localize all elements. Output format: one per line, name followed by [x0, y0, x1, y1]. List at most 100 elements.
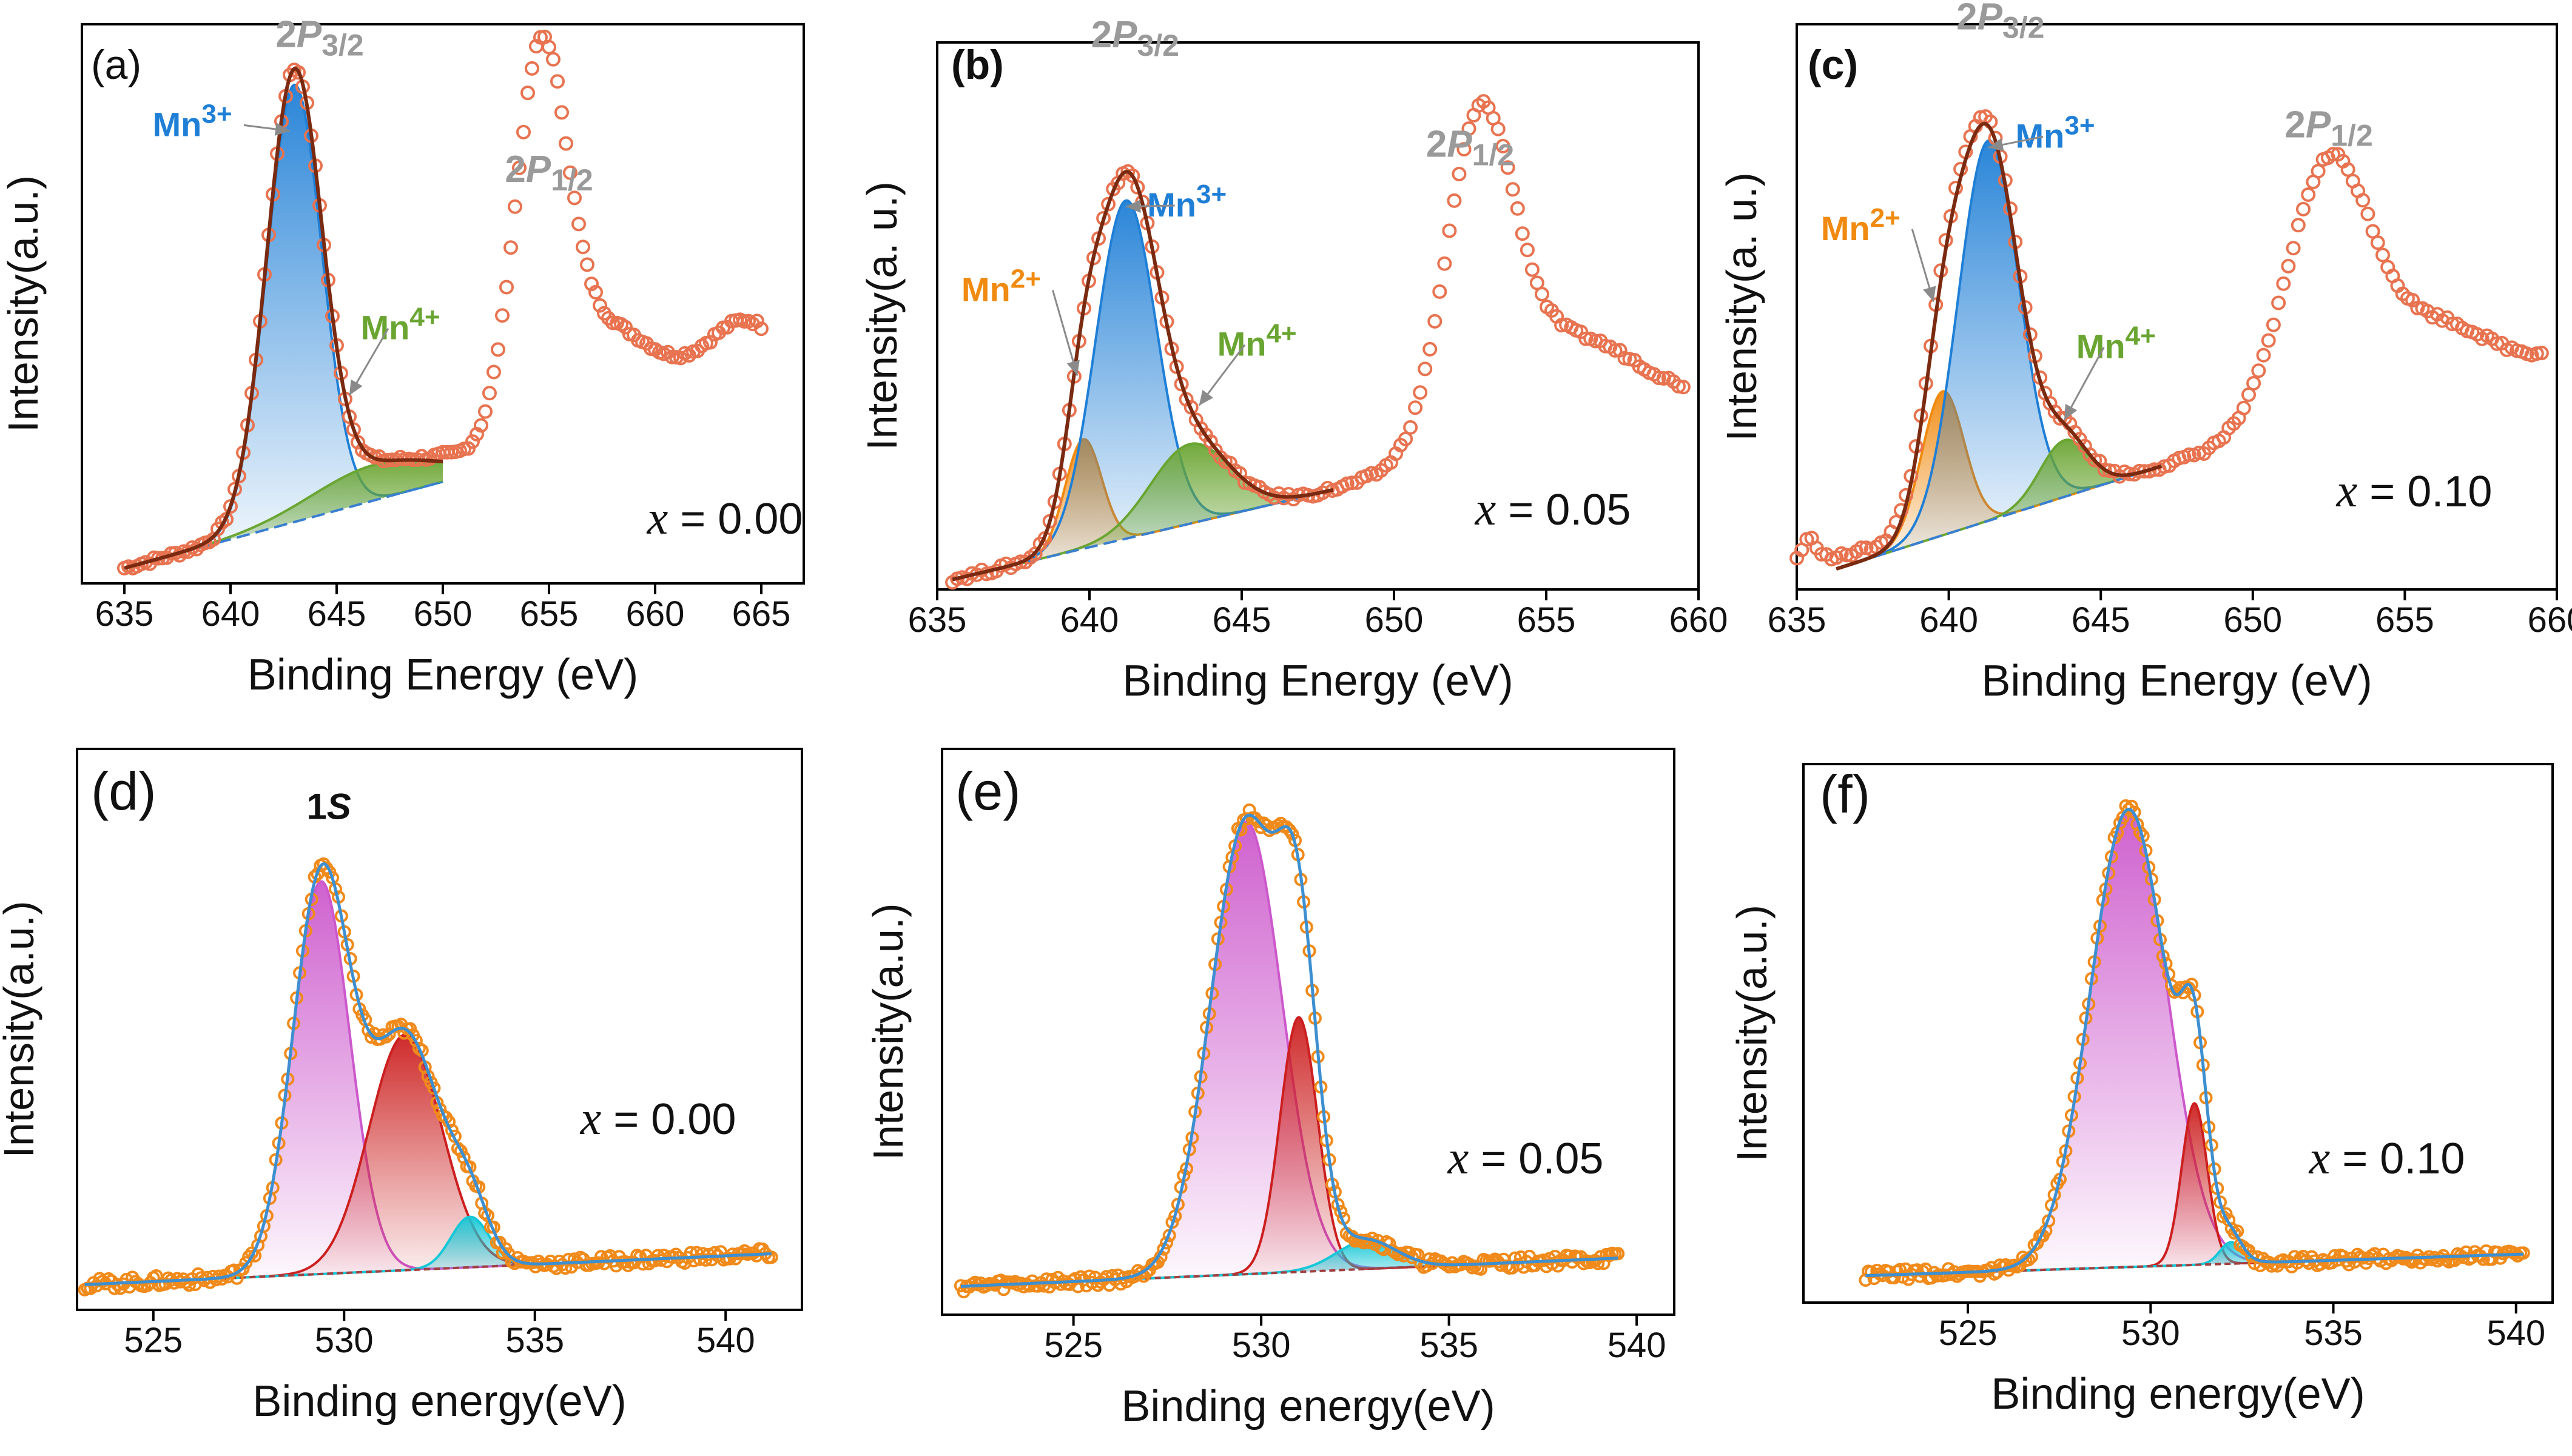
- peak-label-base: 2: [1091, 14, 1112, 56]
- data-point: [1447, 193, 1462, 208]
- composition-value: = 0.00: [601, 1095, 736, 1144]
- x-tick-label: 660: [2528, 600, 2572, 640]
- data-points: [945, 94, 1691, 590]
- data-point: [478, 404, 493, 419]
- data-point: [1413, 385, 1428, 400]
- species-arrow-head: [1199, 389, 1213, 406]
- peak-label-base: 2: [1956, 0, 1977, 38]
- composition-value: = 0.10: [2357, 468, 2492, 516]
- data-point: [495, 308, 510, 323]
- data-point: [2311, 164, 2326, 179]
- composition-label: x = 0.00: [647, 491, 803, 544]
- data-point: [1461, 121, 1476, 136]
- background-line: [1836, 465, 2163, 571]
- species-base: Mn: [1147, 186, 1196, 224]
- peak-label-subscript: 3/2: [2002, 10, 2045, 44]
- peak-label-subscript: 1/2: [551, 163, 593, 197]
- data-point: [1432, 284, 1447, 299]
- data-point: [409, 1034, 423, 1047]
- component-fill-o-adsorbed: [1865, 1103, 2523, 1276]
- species-arrow-head: [1988, 138, 2004, 152]
- x-tick-label: 655: [1517, 600, 1576, 640]
- data-point: [236, 1262, 250, 1276]
- plot-frame: [76, 748, 803, 1311]
- data-point: [1510, 201, 1525, 216]
- data-point: [465, 434, 480, 449]
- composition-value: = 0.10: [2330, 1135, 2465, 1183]
- data-point: [508, 199, 522, 214]
- data-point: [1524, 262, 1540, 277]
- composition-variable: x: [1447, 1131, 1469, 1184]
- data-point: [2281, 258, 2296, 273]
- data-point: [1608, 343, 1623, 358]
- species-label-mn2+: Mn2+: [1821, 203, 1900, 247]
- composition-variable: x: [580, 1092, 602, 1144]
- x-tick-label: 650: [2223, 600, 2282, 640]
- component-fill-mn4+: [1836, 440, 2162, 569]
- x-tick-label: 635: [1768, 600, 1826, 640]
- peak-label-subscript: 1/2: [1472, 138, 1515, 172]
- data-point: [1854, 540, 1869, 555]
- peak-label: 2P3/2: [275, 14, 363, 62]
- composition-label: x = 0.05: [1447, 1131, 1604, 1184]
- data-point: [554, 105, 569, 120]
- data-point: [454, 1144, 468, 1158]
- composition-label: x = 0.10: [2336, 464, 2493, 517]
- x-axis-label: Binding energy(eV): [252, 1377, 626, 1426]
- data-point: [750, 314, 764, 329]
- species-base: Mn: [152, 105, 201, 143]
- peak-label-orbital: P: [1112, 14, 1137, 56]
- x-axis-label: Binding energy(eV): [1991, 1370, 2365, 1418]
- data-point: [1130, 179, 1145, 195]
- envelope-fit-line: [84, 862, 772, 1286]
- data-point: [1515, 226, 1530, 241]
- x-tick-label: 640: [1919, 600, 1978, 640]
- x-tick-label: 535: [505, 1321, 564, 1360]
- species-arrow-head: [1923, 286, 1936, 302]
- data-point: [1442, 223, 1457, 238]
- x-tick-label: 635: [95, 594, 154, 634]
- data-point: [588, 284, 603, 300]
- data-point: [2241, 387, 2256, 402]
- x-tick-label: 655: [2375, 600, 2434, 640]
- data-point: [427, 1081, 441, 1095]
- x-tick-label: 525: [1044, 1326, 1103, 1365]
- data-point: [482, 386, 497, 401]
- plot-frame: [941, 748, 1675, 1316]
- peak-label-base: 1: [306, 787, 326, 827]
- species-arrow-line: [1051, 289, 1079, 376]
- composition-variable: x: [647, 491, 668, 544]
- panel-f: 525 530 535 540 Binding energy(eV) Intensity(…: [1728, 763, 2554, 1418]
- peak-label-subscript: 3/2: [1137, 29, 1179, 62]
- data-point: [2291, 218, 2306, 233]
- data-point: [2340, 162, 2355, 177]
- species-label-mn3+: Mn3+: [2016, 110, 2095, 155]
- data-point: [516, 124, 531, 139]
- data-point: [567, 190, 582, 206]
- panel-e: 525 530 535 540 Binding energy(eV) Intensity(…: [864, 748, 1675, 1431]
- data-point: [2236, 400, 2251, 415]
- panel-label: (d): [91, 761, 157, 821]
- data-point: [550, 74, 565, 89]
- data-point: [708, 1246, 722, 1260]
- data-point: [576, 240, 590, 255]
- x-tick-label: 535: [2304, 1313, 2363, 1353]
- peak-label-orbital: P: [297, 14, 322, 56]
- data-point: [2261, 333, 2276, 348]
- data-point: [120, 1272, 133, 1286]
- y-axis-label: Intensity(a.u.): [0, 175, 47, 432]
- data-point: [1452, 167, 1467, 181]
- data-point: [499, 280, 514, 295]
- data-point: [1535, 287, 1549, 301]
- peak-label: 2P1/2: [505, 149, 593, 197]
- peak-label: 1S: [306, 787, 351, 827]
- component-fill-o-adsorbed: [960, 1017, 1618, 1287]
- data-point: [1394, 1246, 1408, 1260]
- data-point: [474, 418, 488, 433]
- component-fill-o-adsorbed: [84, 1035, 772, 1285]
- x-tick-label: 540: [2486, 1313, 2545, 1353]
- peak-label-orbital: S: [327, 787, 351, 827]
- x-tick-label: 540: [1608, 1326, 1666, 1365]
- data-point: [1505, 182, 1520, 197]
- species-label-mn3+: Mn3+: [152, 99, 232, 143]
